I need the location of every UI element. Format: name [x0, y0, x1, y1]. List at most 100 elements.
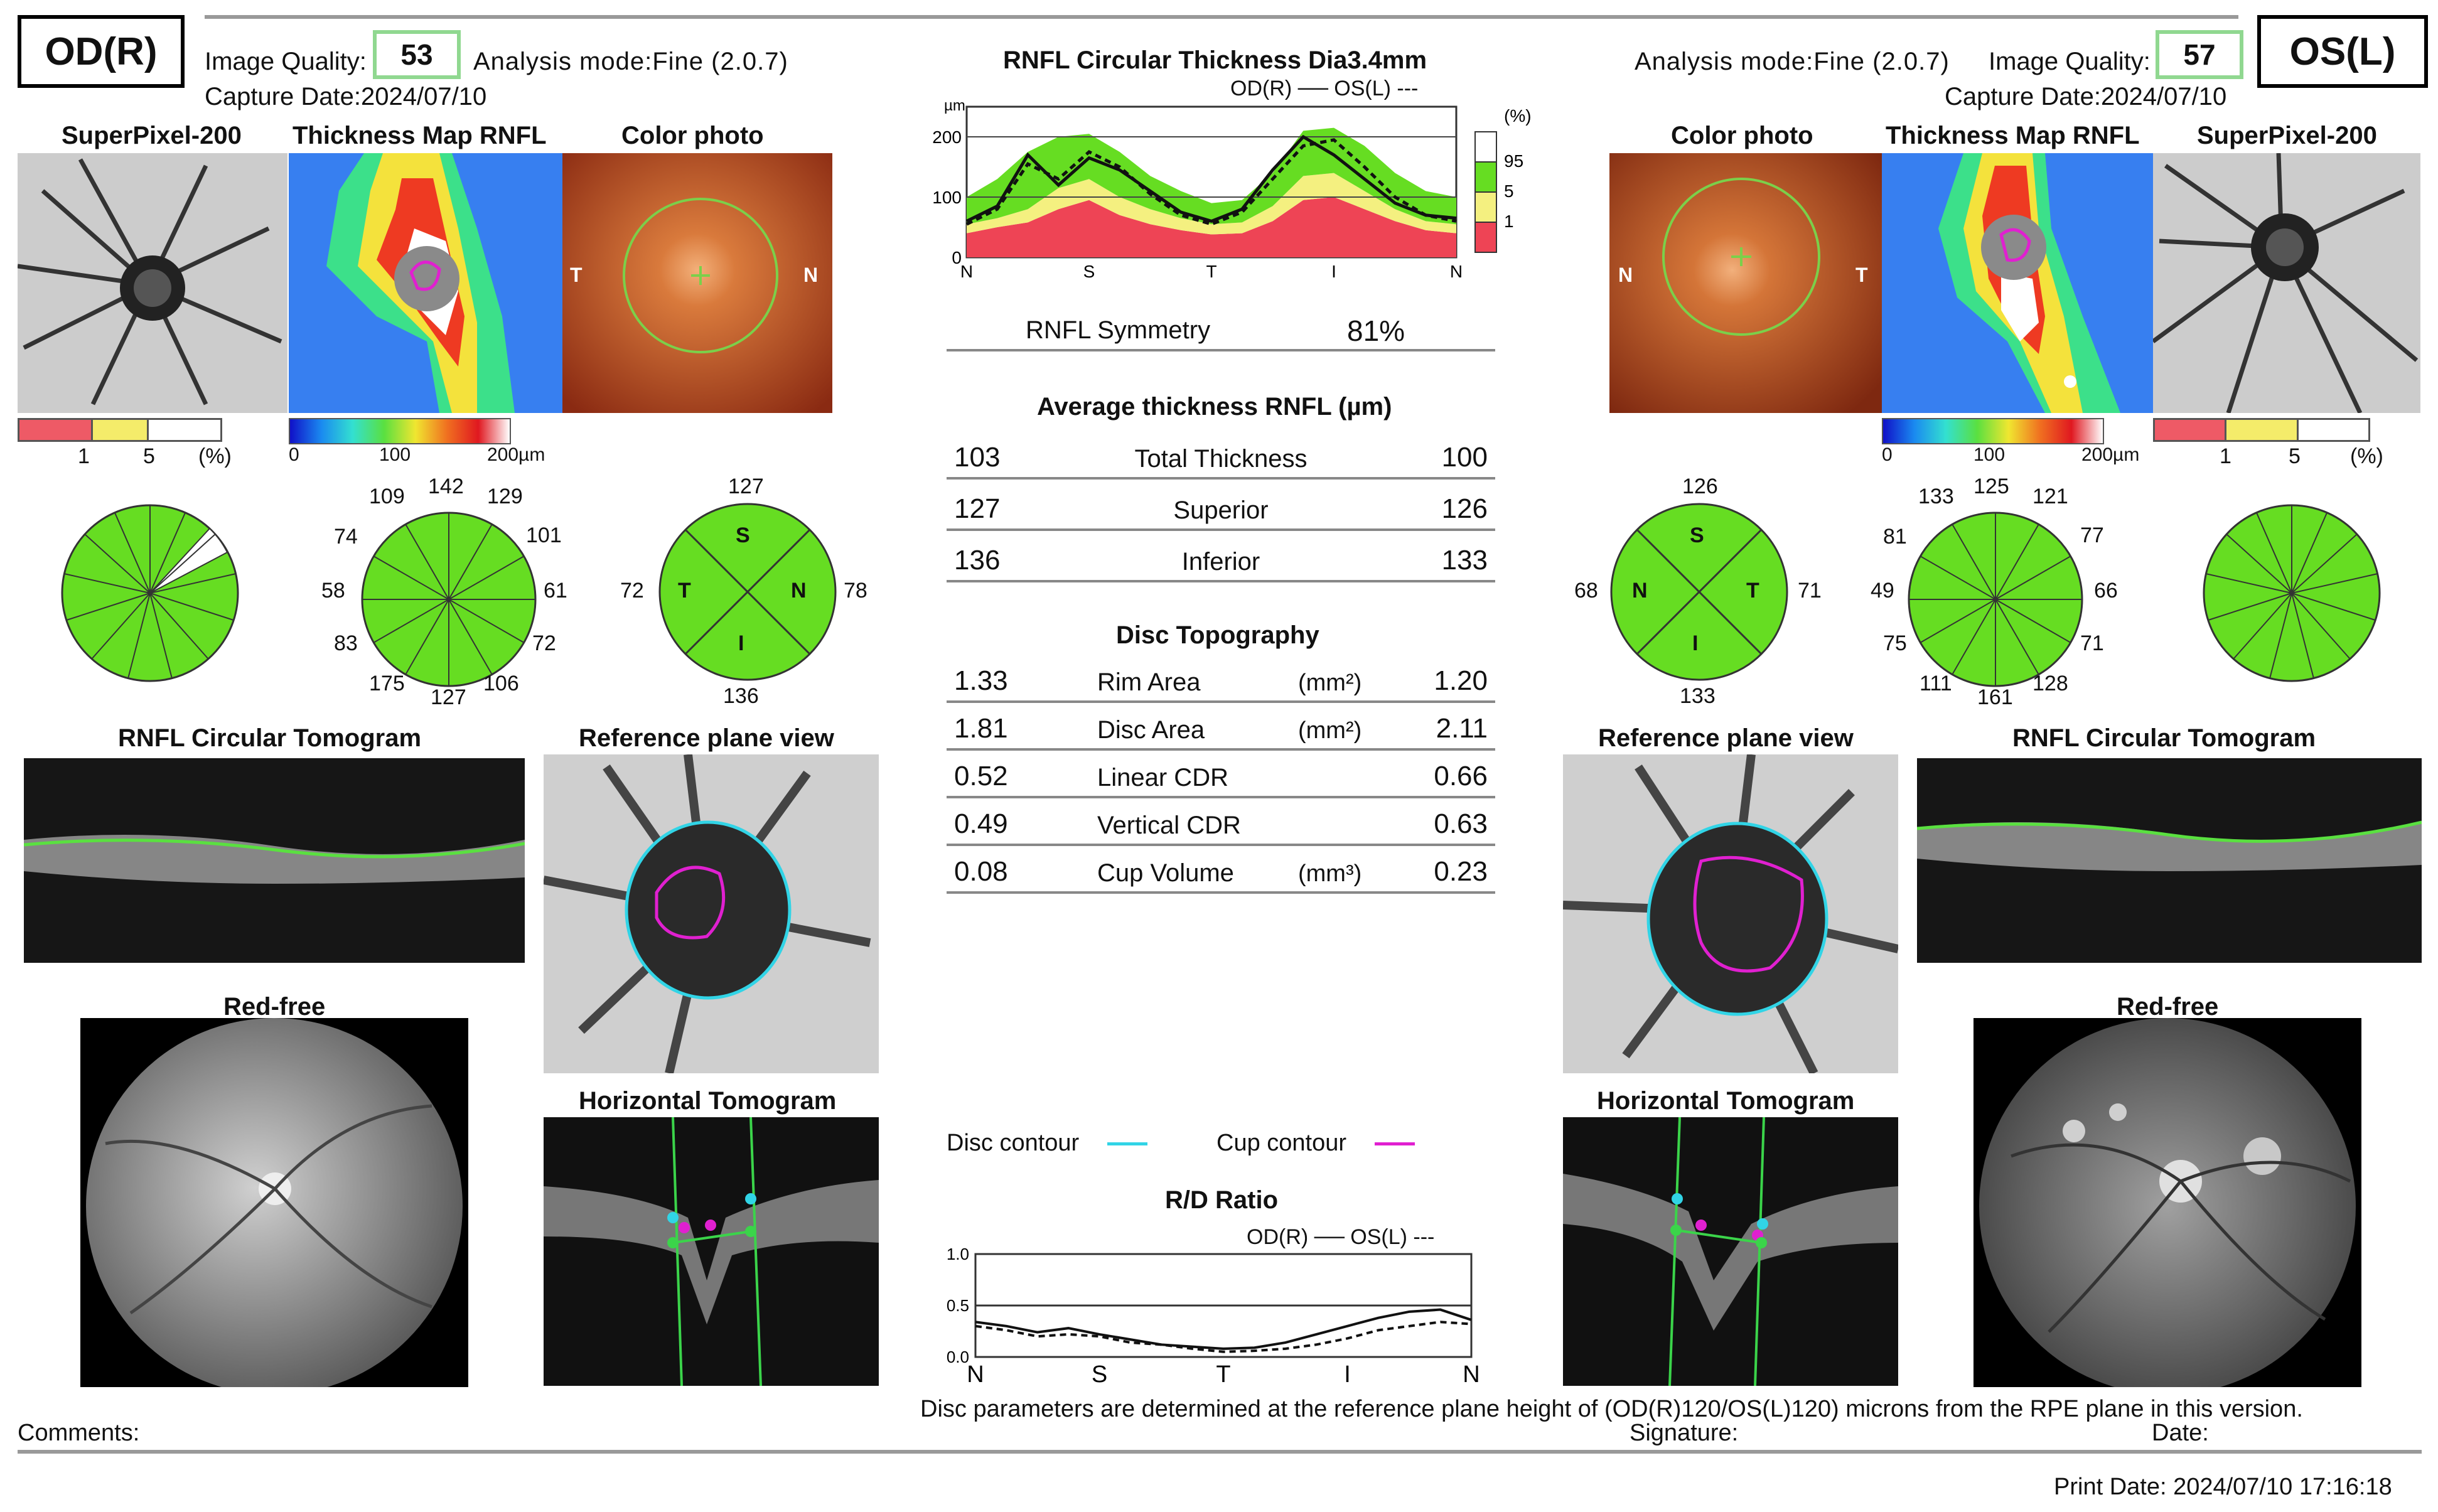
os-clock-11: 133 [1918, 485, 1954, 508]
avg-row-inferior: 136 Inferior 133 [947, 536, 1495, 582]
od-color-photo [562, 153, 832, 413]
od-clock-2: 101 [526, 523, 562, 547]
od-red-free-title: Red-free [223, 993, 326, 1021]
os-clock-7: 111 [1920, 672, 1952, 695]
disc-topography-title: Disc Topography [1116, 621, 1319, 649]
rnfl-xtick-1: S [1083, 262, 1095, 281]
os-clock-2: 77 [2080, 523, 2104, 547]
rnfl-pct-swatch-3 [1474, 222, 1497, 253]
od-thickness-map [289, 153, 562, 413]
rd-ytick-1: 0.5 [947, 1296, 969, 1315]
disclaimer-text: Disc parameters are determined at the re… [920, 1396, 2303, 1422]
os-quad-left-value: 68 [1574, 579, 1598, 603]
rnfl-pct-label-2: 5 [1504, 181, 1514, 201]
od-quality-value: 53 [373, 30, 461, 79]
cup-contour-swatch [1375, 1142, 1415, 1145]
rd-ratio-chart: 0.0 0.5 1.0 N S T I N [947, 1248, 1480, 1388]
od-tm-scale-200: 200µm [487, 444, 545, 465]
od-clock-1: 129 [487, 485, 523, 508]
os-quadrant-chart [1608, 501, 1790, 683]
os-capture-date: Capture Date:2024/07/10 [1945, 83, 2227, 110]
od-analysis-mode: Analysis mode:Fine (2.0.7) [473, 48, 788, 75]
rnfl-line-os [965, 138, 1457, 226]
od-sp-legend-bar [18, 418, 222, 442]
os-thickness-map-title: Thickness Map RNFL [1886, 122, 2140, 149]
os-rnfl-tomogram [1917, 758, 2422, 963]
rnfl-xtick-4: N [1450, 262, 1463, 281]
avg-superior-os: 126 [1441, 493, 1488, 524]
os-quad-s: S [1690, 523, 1704, 547]
os-superpixel-title: SuperPixel-200 [2197, 122, 2377, 149]
signature-label: Signature: [1630, 1420, 1739, 1446]
os-superpixel-image [2153, 153, 2420, 413]
od-photo-t-label: T [570, 264, 583, 286]
linear-cdr-od: 0.52 [954, 761, 1008, 791]
os-quad-n: N [1632, 579, 1648, 603]
rnfl-pct-swatch-0 [1474, 131, 1497, 163]
print-date: Print Date: 2024/07/10 17:16:18 [2054, 1474, 2392, 1500]
avg-superior-label: Superior [1173, 496, 1269, 524]
od-clock-11: 109 [369, 485, 405, 508]
footer-rule [18, 1450, 2422, 1454]
disc-area-od: 1.81 [954, 713, 1008, 744]
os-clock-6: 161 [1977, 685, 2013, 709]
os-red-free-image [1973, 1018, 2361, 1387]
os-quad-i: I [1692, 631, 1699, 655]
od-eye-label: OD(R) [18, 15, 185, 88]
os-thickness-map [1882, 153, 2153, 413]
cup-volume-unit: (mm³) [1298, 861, 1362, 887]
vertical-cdr-od: 0.49 [954, 808, 1008, 839]
os-tm-scale-bar [1882, 418, 2104, 444]
disc-contour-swatch [1107, 1142, 1147, 1145]
od-rnfl-tomogram [24, 758, 525, 963]
os-clock-1: 121 [2033, 485, 2068, 508]
os-reference-plane-view [1563, 754, 1898, 1073]
os-clock-9: 49 [1871, 579, 1894, 603]
rim-area-os: 1.20 [1434, 665, 1488, 696]
disc-row-linear-cdr: 0.52 Linear CDR 0.66 [947, 752, 1495, 798]
od-capture-date: Capture Date:2024/07/10 [205, 83, 487, 110]
linear-cdr-os: 0.66 [1434, 761, 1488, 791]
od-color-photo-title: Color photo [621, 122, 764, 149]
rnfl-pct-swatch-2 [1474, 191, 1497, 223]
od-clock-12: 142 [428, 475, 464, 498]
od-quad-left-value: 72 [620, 579, 644, 603]
disc-row-vertical-cdr: 0.49 Vertical CDR 0.63 [947, 800, 1495, 846]
rnfl-circular-thickness-chart: µm 0 100 200 N S T I N (%) 95 5 1 [932, 97, 1531, 281]
disc-row-rim-area: 1.33 Rim Area (mm²) 1.20 [947, 657, 1495, 703]
os-clock-chart [1904, 508, 2086, 690]
avg-row-superior: 127 Superior 126 [947, 485, 1495, 531]
rnfl-xtick-3: I [1331, 262, 1336, 281]
disc-area-label: Disc Area [1097, 716, 1205, 744]
os-analysis-mode: Analysis mode:Fine (2.0.7) [1635, 48, 1950, 75]
rnfl-pct-label-1: 95 [1504, 151, 1523, 171]
rnfl-pct-swatch-1 [1474, 161, 1497, 193]
disc-row-disc-area: 1.81 Disc Area (mm²) 2.11 [947, 704, 1495, 751]
os-quad-bottom-value: 133 [1680, 684, 1716, 708]
od-sp-legend-pct: (%) [198, 444, 232, 468]
od-sector-pie [59, 502, 241, 684]
od-image-quality-label: Image Quality: [205, 48, 367, 75]
os-quad-t: T [1746, 579, 1759, 603]
od-red-free-image [80, 1018, 468, 1387]
rd-xtick-1: S [1092, 1361, 1107, 1388]
symmetry-label: RNFL Symmetry [1026, 316, 1211, 344]
od-quad-n: N [791, 579, 807, 603]
rim-area-label: Rim Area [1097, 668, 1201, 696]
avg-inferior-label: Inferior [1181, 548, 1260, 576]
od-quad-t: T [678, 579, 691, 603]
od-clock-10: 74 [334, 525, 358, 549]
os-clock-4: 71 [2080, 631, 2104, 655]
rim-area-unit: (mm²) [1298, 670, 1362, 696]
rd-ytick-2: 1.0 [947, 1248, 969, 1263]
symmetry-rule [947, 349, 1495, 351]
od-quad-top-value: 127 [728, 475, 764, 498]
disc-row-cup-volume: 0.08 Cup Volume (mm³) 0.23 [947, 847, 1495, 894]
os-clock-5: 128 [2033, 672, 2068, 695]
rim-area-od: 1.33 [954, 665, 1008, 696]
od-tm-scale-0: 0 [289, 444, 299, 465]
od-clock-9: 58 [321, 579, 345, 603]
os-eye-label: OS(L) [2257, 15, 2428, 88]
od-clock-3: 61 [544, 579, 567, 603]
rnfl-ytick-0: 0 [952, 248, 962, 267]
